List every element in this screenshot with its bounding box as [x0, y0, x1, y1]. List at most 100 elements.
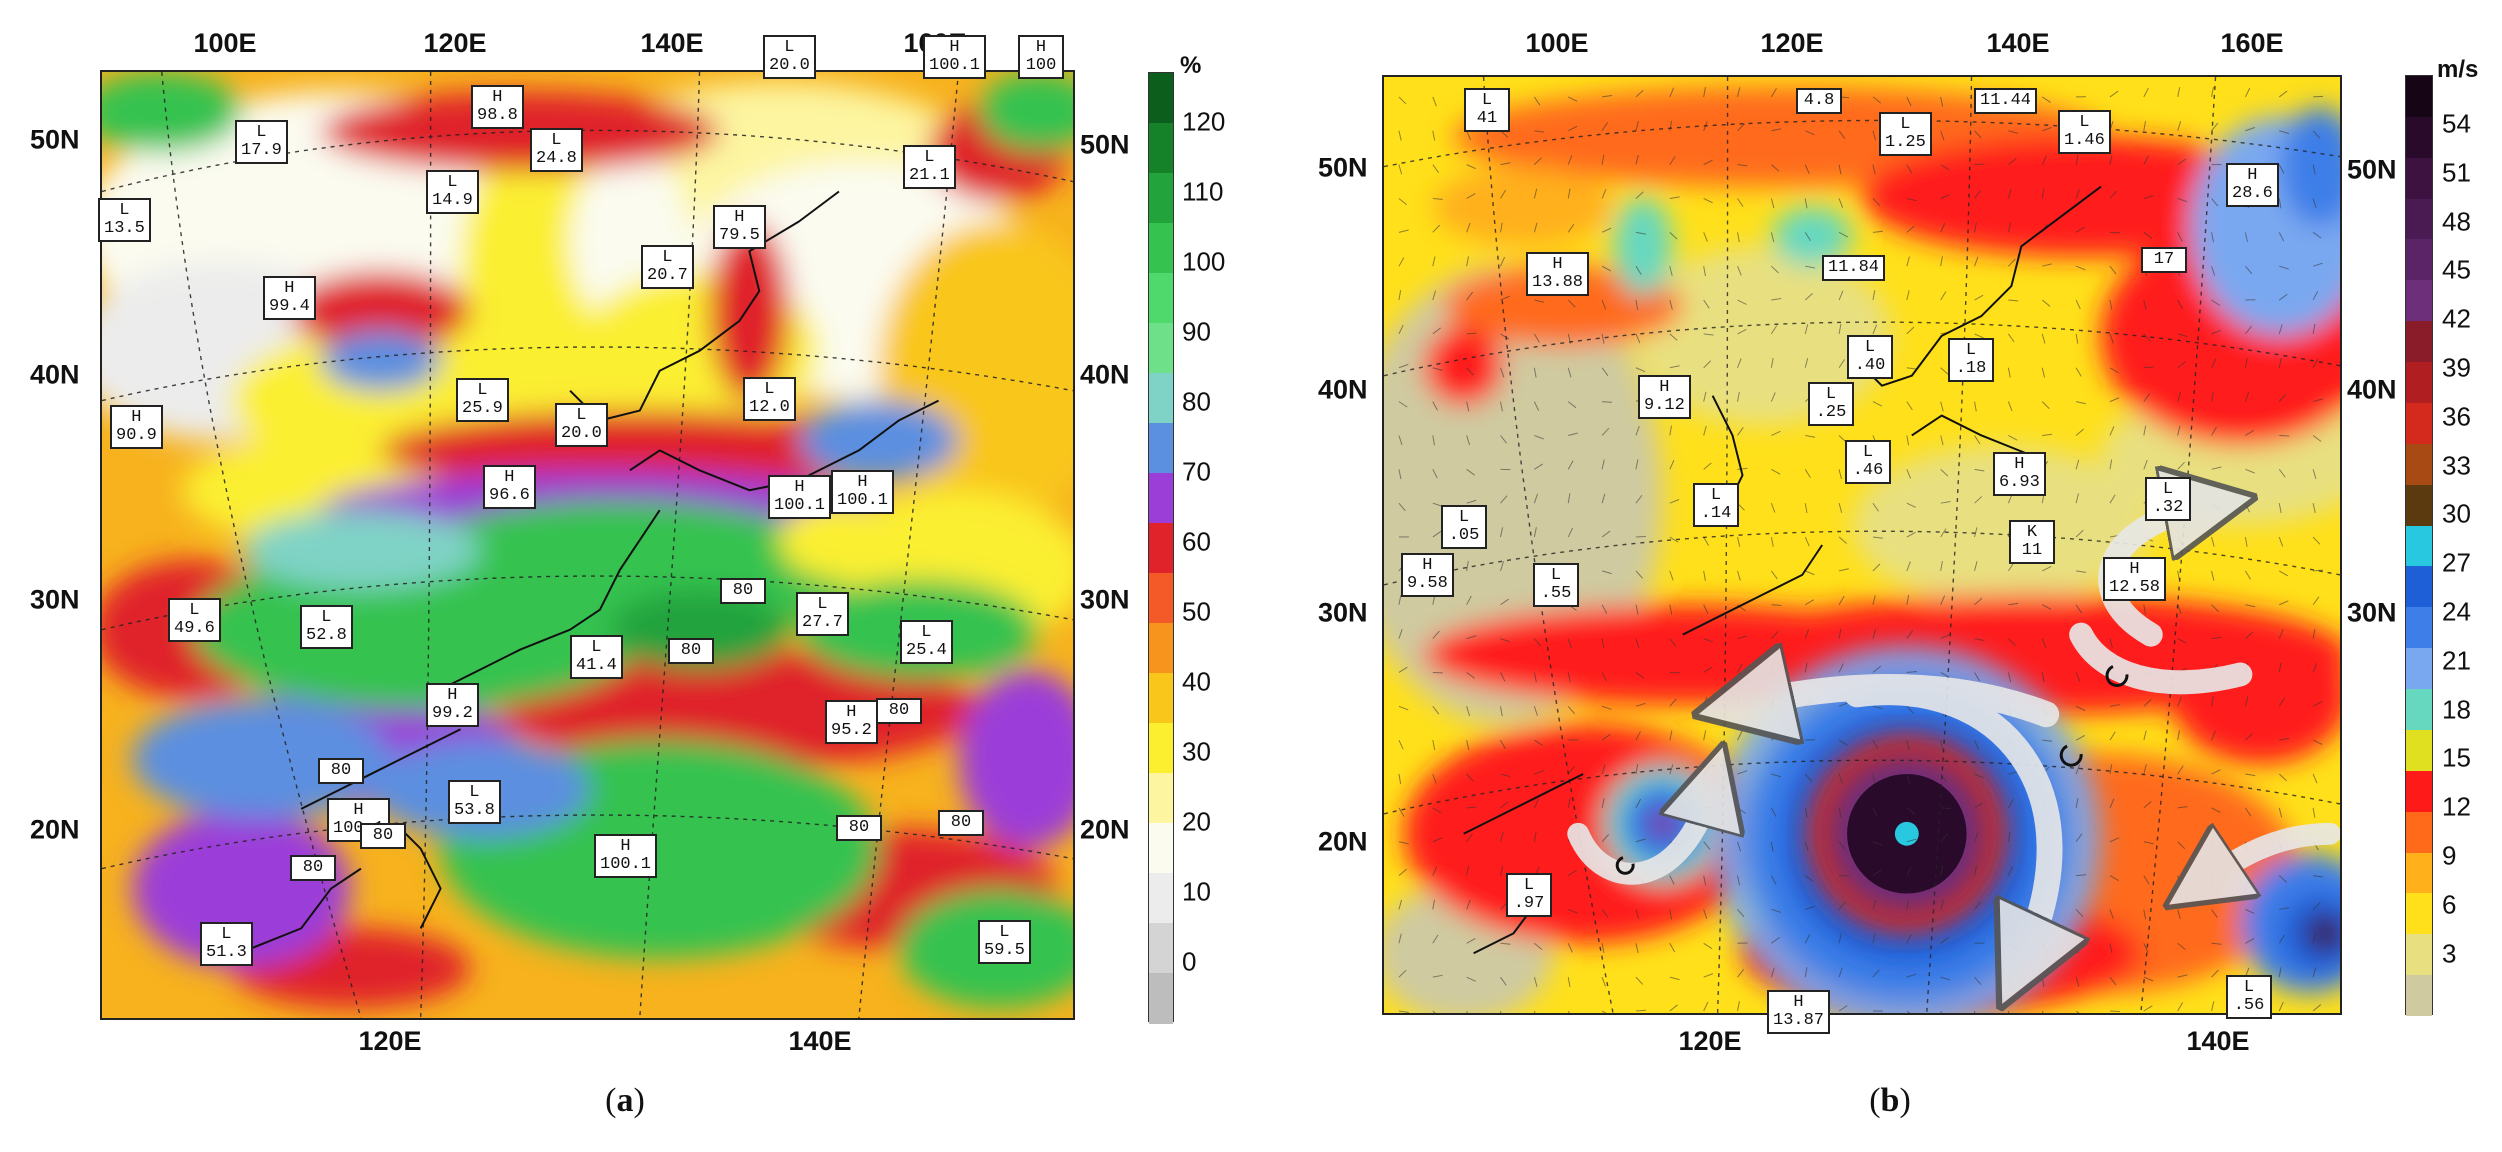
wind-barb	[1567, 527, 1574, 538]
wind-barb	[1398, 899, 1403, 910]
pressure-center-box: 11.84	[1822, 255, 1886, 281]
top-lon-label: 100E	[193, 28, 257, 58]
pressure-center-box: L 41	[1464, 88, 1510, 132]
wind-barb	[1432, 807, 1442, 814]
wind-barb	[2278, 503, 2282, 514]
wind-barb	[1838, 536, 1848, 544]
wind-barb	[1872, 290, 1876, 301]
wind-barb	[1906, 96, 1912, 107]
wind-barb	[2143, 425, 2147, 436]
colorbar-segment	[1149, 223, 1173, 274]
wind-barb	[1872, 536, 1883, 539]
center-type: L	[477, 381, 488, 400]
wind-barb	[1432, 974, 1443, 978]
center-value: 13.87	[1773, 1011, 1825, 1030]
wind-barb	[1601, 493, 1606, 504]
pressure-center-box: 80	[720, 578, 766, 604]
wind-barb	[2041, 367, 2046, 378]
wind-barb	[2007, 866, 2014, 876]
wind-barb	[2143, 909, 2147, 920]
wind-barb	[2008, 638, 2016, 646]
wind-barb	[2211, 969, 2219, 978]
wind-barb	[1669, 499, 1680, 504]
wind-barb	[1635, 367, 1646, 373]
wind-barb	[2008, 158, 2017, 166]
center-type: H	[353, 801, 364, 820]
pressure-center-box: L .25	[1808, 382, 1854, 426]
wind-barb	[2143, 604, 2147, 615]
pressure-center-box: 80	[876, 698, 922, 724]
wind-barb	[2008, 258, 2016, 267]
wind-barb	[1838, 967, 1843, 978]
wind-barb	[1906, 197, 1917, 202]
wind-barb	[1974, 865, 1977, 876]
wind-barb	[1737, 875, 1741, 886]
colorbar-segment	[2406, 648, 2432, 690]
wind-barb	[1838, 290, 1844, 301]
wind-barb	[2177, 765, 2184, 775]
center-value: 17	[2153, 250, 2175, 269]
wind-barb	[1635, 299, 1639, 310]
wind-barb	[1635, 731, 1641, 741]
wind-barb	[1804, 807, 1808, 818]
colorbar-tick: 40	[1182, 666, 1211, 697]
wind-barb	[2312, 1004, 2322, 1012]
wind-barb	[1568, 96, 1578, 102]
center-type: L	[221, 925, 232, 944]
wind-barb	[2177, 198, 2188, 203]
wind-barb	[1567, 705, 1576, 715]
colorbar-tick: 48	[2442, 206, 2471, 237]
wind-barb	[1398, 363, 1409, 369]
map-b-frame	[1382, 75, 2342, 1015]
wind-barb	[1601, 638, 1605, 649]
wind-barb	[1669, 875, 1675, 885]
wind-barb	[1906, 435, 1910, 446]
wind-barb	[1669, 909, 1672, 920]
wind-barb	[1974, 901, 1982, 910]
wind-barb	[1398, 164, 1403, 175]
wind-barb	[1906, 326, 1915, 335]
pressure-center-box: H 6.93	[1993, 452, 2046, 496]
wind-barb	[1669, 460, 1675, 470]
colorbar-humidity	[1148, 72, 1174, 1024]
center-value: 95.2	[831, 721, 872, 740]
wind-barb	[1635, 89, 1644, 98]
wind-barb	[1601, 154, 1605, 165]
wind-barb	[1838, 901, 1846, 910]
wind-barb	[1737, 391, 1740, 402]
right-lat-label: 30N	[1080, 584, 1130, 615]
pressure-center-box: H 100.1	[768, 475, 832, 519]
wind-barb	[2313, 875, 2324, 878]
wind-barb	[1974, 130, 1982, 139]
wind-barb	[1466, 256, 1470, 267]
wind-barb	[1872, 96, 1882, 104]
center-value: 100	[1025, 56, 1057, 75]
wind-barb	[1906, 705, 1915, 714]
wind-barb	[1872, 502, 1879, 512]
center-value: .14	[1700, 504, 1732, 523]
wind-barb	[2177, 232, 2183, 242]
pressure-center-box: L .18	[1948, 338, 1994, 382]
wind-barb	[2211, 358, 2217, 368]
wind-barb	[2211, 122, 2219, 132]
center-value: 24.8	[536, 149, 577, 168]
center-type: H	[620, 837, 631, 856]
wind-barb	[2007, 672, 2012, 683]
wind-barb	[2109, 265, 2117, 275]
pressure-center-box: L 52.8	[300, 605, 353, 649]
wind-barb	[2143, 459, 2148, 470]
pressure-center-box: 80	[290, 855, 336, 881]
center-type: H	[1422, 556, 1433, 575]
wind-barb	[1567, 672, 1571, 683]
wind-barb	[1635, 976, 1644, 985]
wind-barb	[1568, 125, 1578, 132]
wind-barb	[1432, 327, 1442, 335]
center-value: 98.8	[477, 106, 518, 125]
wind-barb	[1771, 164, 1780, 172]
wind-barb	[2312, 662, 2318, 673]
colorbar-tick: 50	[1182, 596, 1211, 627]
wind-barb	[1974, 1010, 1976, 1013]
wind-barb	[2211, 299, 2221, 306]
wind-barb	[2312, 358, 2319, 368]
wind-barb	[1635, 121, 1639, 131]
